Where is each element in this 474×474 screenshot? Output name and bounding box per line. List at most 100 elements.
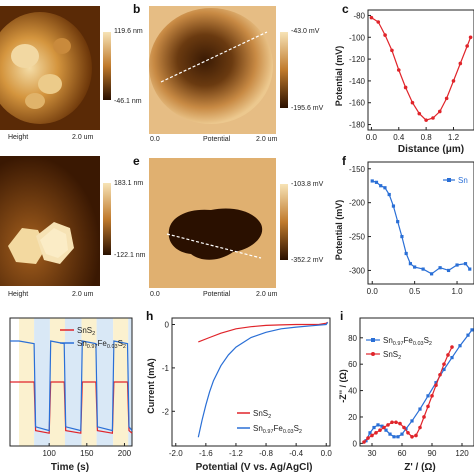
x-tick-label: -0.4 <box>289 449 303 458</box>
data-point <box>458 344 462 348</box>
x-tick-label: 0.4 <box>393 133 405 142</box>
data-point <box>465 44 469 48</box>
x-tick-label: 0.0 <box>366 133 378 142</box>
panel-label-i: i <box>340 309 344 323</box>
plot-frame <box>367 161 474 285</box>
xlabel-i: Z' / (Ω) <box>404 462 436 473</box>
data-point <box>391 204 396 208</box>
data-point <box>424 118 428 122</box>
data-point <box>378 428 382 432</box>
data-point <box>418 407 422 411</box>
height-scale-label-top: 2.0 um <box>72 134 94 141</box>
data-point <box>408 262 412 266</box>
panel-label-c: c <box>342 2 349 16</box>
ylabel-i: -Z'' / (Ω) <box>338 369 348 403</box>
data-point <box>406 431 410 435</box>
data-point <box>421 267 425 271</box>
data-point <box>394 420 398 425</box>
x-tick-label: 200 <box>118 449 132 458</box>
potential-label-e: Potential <box>203 291 231 298</box>
y-tick-label: -100 <box>349 33 366 42</box>
data-point <box>366 436 370 440</box>
data-point <box>396 68 401 72</box>
legend-h: SnS2 Sn0.97Fe0.03S2 <box>237 409 302 435</box>
data-point <box>451 79 456 83</box>
height-label-top: Height <box>8 134 29 141</box>
data-point <box>442 367 446 372</box>
data-point <box>383 33 387 37</box>
legend-i: Sn0.97Fe0.03S2 SnS2 <box>366 336 432 361</box>
chart-c: 0.0 0.4 0.8 1.2 -80 -100 -120 -140 -160 -180 Pote… <box>334 9 474 155</box>
data-point <box>386 423 390 427</box>
xlabel-c: Distance (μm) <box>398 144 464 155</box>
data-point <box>372 425 376 430</box>
x-tick-label: 0.0 <box>367 287 379 296</box>
svg-text:Sn0.97Fe0.03S2: Sn0.97Fe0.03S2 <box>77 339 126 350</box>
x-tick-label: 1.2 <box>448 133 460 142</box>
height-scale-min-bottom: -122.1 nm <box>114 252 146 259</box>
data-point <box>380 424 384 428</box>
x-tick-label: 0.8 <box>421 133 433 142</box>
data-point <box>455 263 459 267</box>
data-point <box>463 262 468 266</box>
scale-label-e: 2.0 um <box>256 291 278 298</box>
panel-label-h: h <box>146 309 154 323</box>
data-point <box>418 425 422 430</box>
y-tick-label: -140 <box>349 77 366 86</box>
chart-i: 30 60 90 120 0 20 40 60 80 -Z'' / (Ω) Z' / (Ω) S… <box>338 317 474 473</box>
data-point <box>430 394 434 398</box>
svg-text:SnS2: SnS2 <box>77 326 95 337</box>
plot-frame <box>359 317 474 447</box>
data-point <box>396 220 400 224</box>
potential-colorbar-e <box>280 184 288 260</box>
data-point <box>434 383 438 388</box>
svg-text:SnS2: SnS2 <box>253 409 271 420</box>
y-tick-label: -2 <box>162 407 170 416</box>
band-1 <box>34 318 50 446</box>
data-point <box>458 61 463 66</box>
data-point <box>444 96 449 101</box>
chart-f: 0.0 0.5 1.0 -150 -200 -250 -300 Potential (mV)… <box>334 161 474 296</box>
band-3 <box>64 318 82 446</box>
data-point <box>390 48 394 53</box>
height-label-bottom: Height <box>8 291 29 298</box>
data-point <box>396 435 400 439</box>
data-point <box>446 268 451 273</box>
data-point <box>402 425 406 430</box>
height-colorbar-bottom <box>103 183 111 255</box>
data-point <box>450 355 454 360</box>
data-point <box>370 179 374 183</box>
panel-label-b: b <box>133 2 141 16</box>
panel-label-e: e <box>133 154 140 168</box>
data-point <box>384 428 388 432</box>
x-tick-label: 150 <box>80 449 94 458</box>
y-tick-label: -200 <box>349 199 366 208</box>
legend-f: Sn <box>458 176 468 185</box>
data-point <box>392 435 396 439</box>
y-tick-label: -150 <box>349 165 366 174</box>
y-tick-label: -80 <box>353 11 365 20</box>
height-colorbar-top <box>103 32 111 100</box>
data-point <box>426 394 430 398</box>
data-point <box>450 345 454 349</box>
data-point <box>400 234 404 239</box>
data-point <box>470 328 474 332</box>
data-point <box>468 267 472 271</box>
height-scale-min-top: -46.1 nm <box>114 98 142 105</box>
x-tick-label: 60 <box>398 449 407 458</box>
x-tick-label: 0.5 <box>409 287 421 296</box>
data-point <box>383 186 387 190</box>
data-point <box>404 427 408 431</box>
data-point <box>422 415 426 419</box>
ylabel-c: Potential (mV) <box>334 46 344 107</box>
y-tick-label: -120 <box>349 55 366 64</box>
data-point <box>382 425 386 430</box>
data-point <box>446 353 450 357</box>
data-point <box>398 421 402 426</box>
data-point <box>438 372 442 377</box>
ylabel-f: Potential (mV) <box>334 200 344 261</box>
origin-label-e: 0.0 <box>150 291 160 298</box>
scale-label-b: 2.0 um <box>256 136 278 143</box>
data-point <box>430 272 434 276</box>
svg-text:Sn0.97Fe0.03S2: Sn0.97Fe0.03S2 <box>383 336 432 347</box>
